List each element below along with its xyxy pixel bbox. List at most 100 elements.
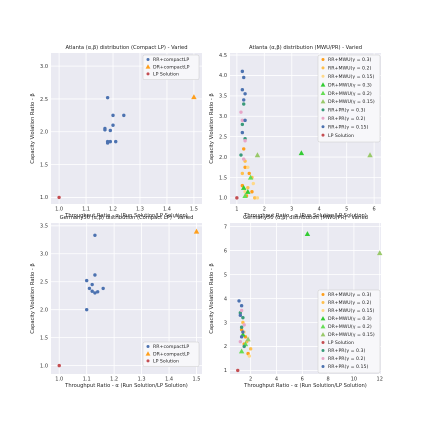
y-tick-label: 3.5 xyxy=(219,94,227,100)
data-point xyxy=(242,193,248,199)
data-point xyxy=(191,94,197,100)
legend-marker xyxy=(320,324,326,329)
chart-panel-2: 1 2 3 4 5 6 1.0 1.5 2.0 2.5 3.0 3.5 4.0 4.5 Atlanta (α… xyxy=(209,45,381,219)
y-axis-label: Capacity Violation Ratio - β xyxy=(209,93,215,163)
legend: RR+MWU(γ = 0.3) RR+MWU(γ = 0.2) RR+MWU(γ =… xyxy=(317,289,381,374)
data-point xyxy=(105,95,110,100)
legend-marker xyxy=(146,58,150,61)
data-point xyxy=(242,75,246,80)
legend-marker xyxy=(146,345,150,348)
legend-marker xyxy=(145,64,151,69)
data-point xyxy=(239,153,243,157)
data-point xyxy=(242,102,246,106)
data-point xyxy=(250,190,254,194)
x-tick-label: 6 xyxy=(301,377,304,383)
data-point xyxy=(253,196,257,200)
data-point xyxy=(241,184,247,190)
data-point xyxy=(93,291,97,295)
x-tick-label: 1 xyxy=(235,207,238,213)
legend-label: LP Solution xyxy=(328,340,354,346)
x-tick-label: 4 xyxy=(275,377,278,383)
data-point xyxy=(242,344,246,349)
y-tick-label: 4.5 xyxy=(219,53,227,59)
y-tick-label: 3 xyxy=(224,320,227,326)
x-tick-label: 1.5 xyxy=(193,377,201,383)
legend-marker xyxy=(321,349,325,352)
legend: RR+MWU(γ = 0.3) RR+MWU(γ = 0.2) RR+MWU(γ =… xyxy=(317,54,381,143)
chart-title: Atlanta (α,β) distribution (Compact LP) … xyxy=(65,45,187,51)
legend-label: RR+PR(γ = 0.3) xyxy=(328,348,365,354)
x-tick-label: 1.4 xyxy=(163,207,171,213)
data-point xyxy=(111,113,115,118)
data-point xyxy=(93,273,97,277)
data-point xyxy=(90,282,94,287)
y-tick-label: 2 xyxy=(224,344,227,350)
data-point xyxy=(84,307,89,312)
data-point xyxy=(103,128,107,132)
x-axis-label: Throughput Ratio - α (Run Solution/LP So… xyxy=(243,383,367,389)
x-tick-label: 1.2 xyxy=(109,207,117,213)
y-tick-label: 1 xyxy=(224,368,227,374)
y-tick-label: 1.0 xyxy=(40,195,48,201)
x-tick-label: 1.5 xyxy=(190,207,198,213)
data-point xyxy=(239,335,244,339)
data-point xyxy=(93,233,97,238)
data-point xyxy=(237,299,241,303)
legend-label: RR+MWU(γ = 0.2) xyxy=(328,66,372,72)
x-tick-label: 1.0 xyxy=(55,377,63,383)
data-point xyxy=(240,122,245,127)
legend-label: RR+compactLP xyxy=(153,344,189,350)
data-point xyxy=(90,289,94,293)
legend-marker xyxy=(321,357,325,360)
data-point xyxy=(57,363,61,368)
data-point xyxy=(243,118,247,123)
x-tick-label: 3 xyxy=(290,207,293,213)
data-point xyxy=(57,195,61,200)
legend-box xyxy=(142,341,200,367)
x-tick-label: 10 xyxy=(351,377,357,383)
legend-label: RR+PR(γ = 0.15) xyxy=(328,364,368,370)
legend-marker xyxy=(321,309,325,312)
x-tick-label: 1.1 xyxy=(83,377,91,383)
x-tick-label: 2 xyxy=(263,207,266,213)
y-tick-label: 1.5 xyxy=(219,175,227,181)
data-point xyxy=(247,354,252,358)
legend-label: RR+MWU(γ = 0.2) xyxy=(328,300,372,306)
legend-box xyxy=(142,54,200,80)
y-tick-label: 3.5 xyxy=(40,224,48,230)
y-tick-label: 3.0 xyxy=(219,114,227,120)
data-point xyxy=(238,348,245,354)
data-point xyxy=(84,278,89,283)
x-tick-label: 1.2 xyxy=(110,377,118,383)
data-point xyxy=(95,290,100,294)
data-point xyxy=(247,171,251,176)
legend-label: RR+PR(γ = 0.15) xyxy=(328,124,368,130)
legend-label: DR+MWU(γ = 0.15) xyxy=(328,332,375,338)
legend-label: LP Solution xyxy=(153,359,179,365)
x-tick-label: 4 xyxy=(318,207,321,213)
x-tick-label: 2 xyxy=(249,377,252,383)
data-point xyxy=(114,139,118,144)
chart-title: Germany50 (α,β) distribution (Compact LP… xyxy=(60,215,194,221)
data-point xyxy=(247,174,254,180)
legend-marker xyxy=(145,351,151,356)
legend-label: DR+MWU(γ = 0.2) xyxy=(328,324,372,330)
legend-marker xyxy=(320,316,326,321)
x-tick-label: 1.3 xyxy=(136,207,144,213)
y-axis-label: Capacity Violation Ratio - β xyxy=(209,263,215,333)
data-point xyxy=(108,139,113,144)
legend-marker xyxy=(321,116,325,120)
chart-panel-3: 1.0 1.1 1.2 1.3 1.4 1.5 1.0 1.5 2.0 2.5 3.0 3.5 Germ… xyxy=(30,215,202,389)
x-axis-label: Throughput Ratio - α (Run Solution/LP So… xyxy=(64,383,188,389)
data-point xyxy=(236,368,240,373)
y-tick-label: 1.0 xyxy=(40,363,48,369)
legend-marker xyxy=(320,99,326,104)
data-point xyxy=(193,228,200,234)
legend-marker xyxy=(321,301,325,304)
legend-label: DR+MWU(γ = 0.3) xyxy=(328,82,372,88)
data-point xyxy=(246,185,250,190)
data-point xyxy=(101,286,105,291)
legend-marker xyxy=(320,82,326,87)
